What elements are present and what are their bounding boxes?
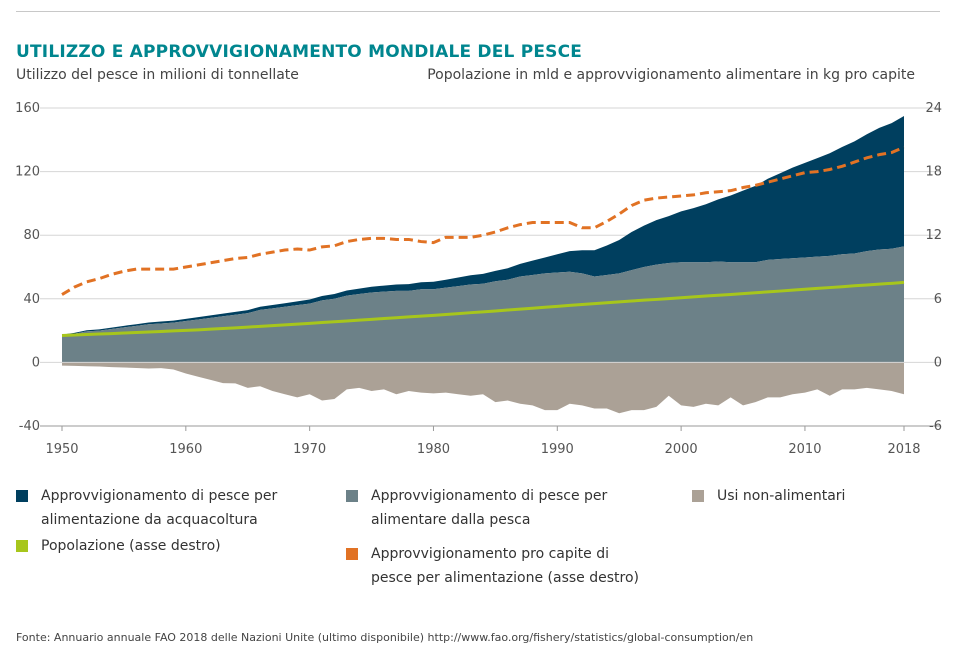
legend-non-food: Usi non-alimentari: [692, 484, 845, 508]
source-note: Fonte: Annuario annuale FAO 2018 delle N…: [16, 631, 754, 644]
x-tick-label: 1980: [417, 442, 450, 457]
y-tick-label: 0: [32, 355, 40, 370]
top-divider: [16, 11, 940, 12]
y2-tick-label: 18: [925, 165, 942, 180]
y-tick-label: 40: [23, 292, 40, 307]
legend-aquaculture: Approvvigionamento di pesce per alimenta…: [16, 484, 277, 532]
left-axis-title: Utilizzo del pesce in milioni di tonnell…: [16, 67, 299, 83]
legend-swatch-non-food: [692, 490, 704, 502]
line-per-capita-supply: [61, 145, 905, 296]
y-axis-ticks: 160 120 80 40 0 -40: [15, 101, 40, 434]
x-tick-label: 2010: [788, 442, 821, 457]
x-tick-label: 2018: [887, 442, 920, 457]
area-capture: [62, 246, 904, 363]
legend-per-capita-line1: Approvvigionamento pro capite di: [371, 546, 609, 562]
legend-swatch-per-capita: [346, 548, 358, 560]
y-tick-label: -40: [19, 419, 40, 434]
x-axis-ticks: 1950 1960 1970 1980 1990 2000 2010 2018: [45, 426, 921, 457]
legend-aquaculture-line1: Approvvigionamento di pesce per: [41, 488, 278, 504]
y2-tick-label: 24: [925, 101, 942, 116]
area-aquaculture: [62, 115, 904, 336]
y2-tick-label: 12: [925, 228, 942, 243]
x-tick-label: 1960: [169, 442, 202, 457]
x-tick-label: 1970: [293, 442, 326, 457]
y2-tick-label: 0: [934, 355, 942, 370]
area-non-food-uses: [62, 362, 904, 414]
legend-swatch-aquaculture: [16, 490, 28, 502]
y2-axis-ticks: 24 18 12 6 0 -6: [925, 101, 942, 434]
y-tick-label: 120: [15, 165, 40, 180]
legend-swatch-capture: [346, 490, 358, 502]
legend-swatch-population: [16, 540, 28, 552]
legend-label-non-food: Usi non-alimentari: [717, 488, 846, 504]
legend-capture-line2: alimentare dalla pesca: [371, 512, 531, 528]
page-title: UTILIZZO E APPROVVIGIONAMENTO MONDIALE D…: [16, 42, 583, 62]
legend-label-per-capita: Approvvigionamento pro capite di pesce p…: [371, 542, 639, 590]
legend-population: Popolazione (asse destro): [16, 534, 221, 558]
legend-label-aquaculture: Approvvigionamento di pesce per alimenta…: [41, 484, 277, 532]
y-tick-label: 160: [15, 101, 40, 116]
x-tick-label: 2000: [665, 442, 698, 457]
x-tick-label: 1990: [541, 442, 574, 457]
y2-tick-label: 6: [934, 292, 942, 307]
legend-label-capture: Approvvigionamento di pesce per alimenta…: [371, 484, 607, 532]
legend-capture: Approvvigionamento di pesce per alimenta…: [346, 484, 607, 532]
legend-per-capita: Approvvigionamento pro capite di pesce p…: [346, 542, 639, 590]
x-tick-label: 1950: [45, 442, 78, 457]
legend-aquaculture-line2: alimentazione da acquacoltura: [41, 512, 258, 528]
right-axis-title: Popolazione in mld e approvvigionamento …: [427, 67, 915, 83]
legend-capture-line1: Approvvigionamento di pesce per: [371, 488, 608, 504]
y2-tick-label: -6: [929, 419, 942, 434]
legend-per-capita-line2: pesce per alimentazione (asse destro): [371, 570, 640, 586]
line-population: [61, 280, 905, 337]
legend-label-population: Popolazione (asse destro): [41, 538, 221, 554]
y-tick-label: 80: [23, 228, 40, 243]
